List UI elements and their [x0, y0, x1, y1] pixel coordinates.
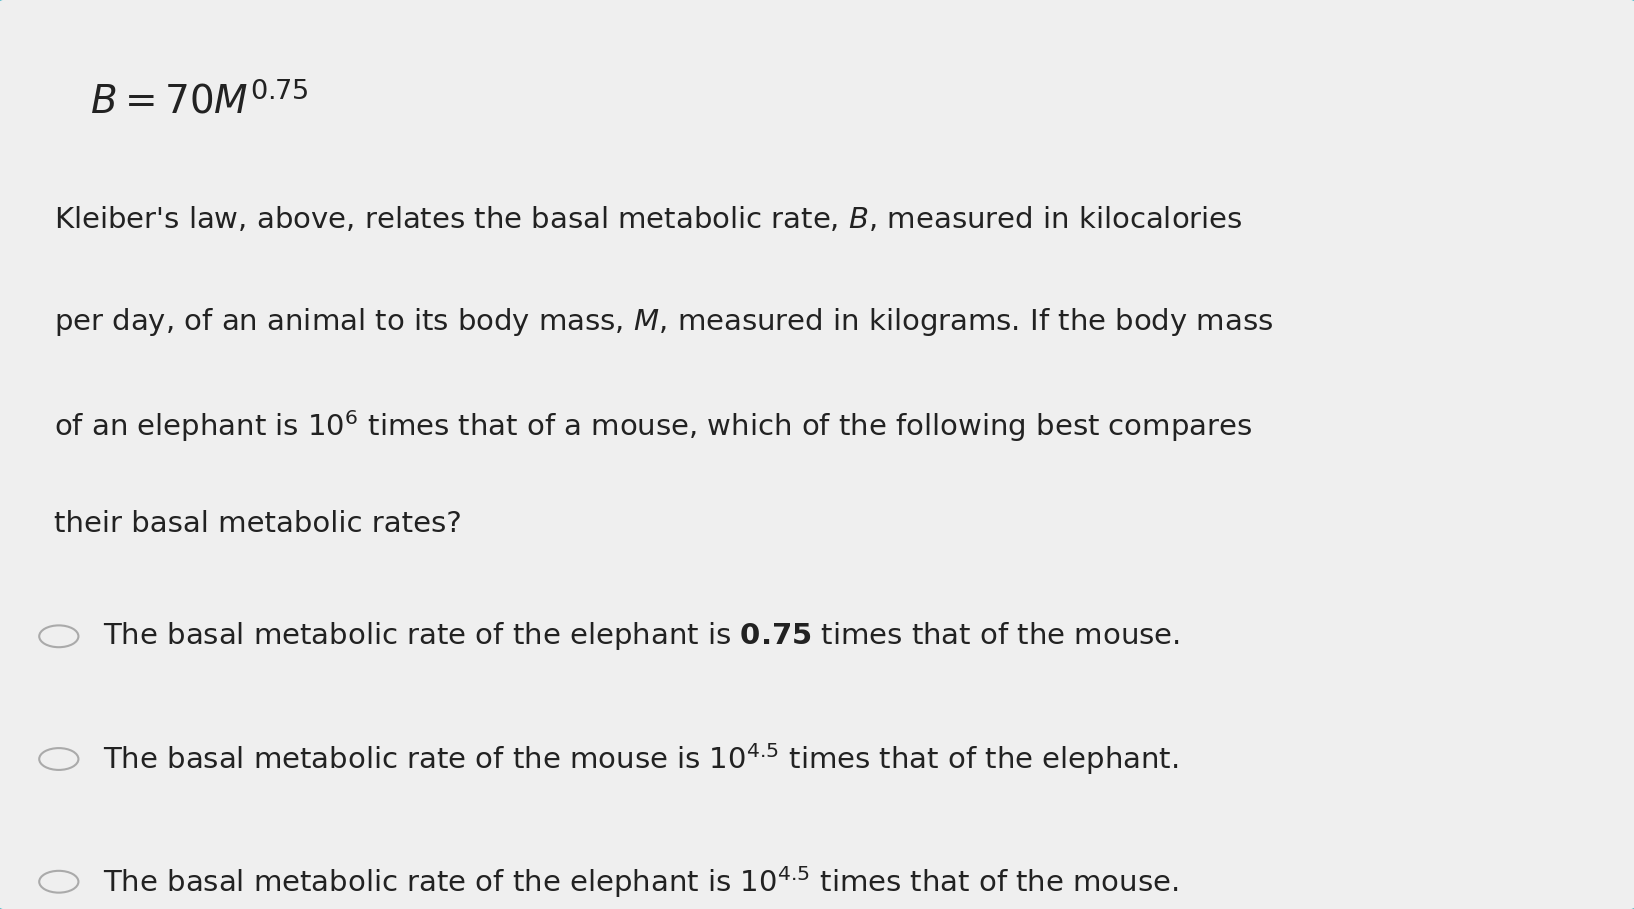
Circle shape: [39, 625, 78, 647]
Circle shape: [39, 748, 78, 770]
Text: their basal metabolic rates?: their basal metabolic rates?: [54, 510, 462, 538]
Text: The basal metabolic rate of the elephant is $\mathbf{0.75}$ times that of the mo: The basal metabolic rate of the elephant…: [103, 620, 1180, 653]
Text: Kleiber's law, above, relates the basal metabolic rate, $\it{B}$, measured in ki: Kleiber's law, above, relates the basal …: [54, 205, 1242, 234]
Text: The basal metabolic rate of the elephant is $10^{4.5}$ times that of the mouse.: The basal metabolic rate of the elephant…: [103, 864, 1178, 900]
Text: of an elephant is $10^6$ times that of a mouse, which of the following best comp: of an elephant is $10^6$ times that of a…: [54, 408, 1252, 444]
Circle shape: [39, 871, 78, 893]
Text: The basal metabolic rate of the mouse is $10^{4.5}$ times that of the elephant.: The basal metabolic rate of the mouse is…: [103, 741, 1178, 777]
Text: per day, of an animal to its body mass, $\it{M}$, measured in kilograms. If the : per day, of an animal to its body mass, …: [54, 306, 1273, 338]
Text: $\it{B}=70\it{M}^{0.75}$: $\it{B}=70\it{M}^{0.75}$: [90, 82, 309, 122]
